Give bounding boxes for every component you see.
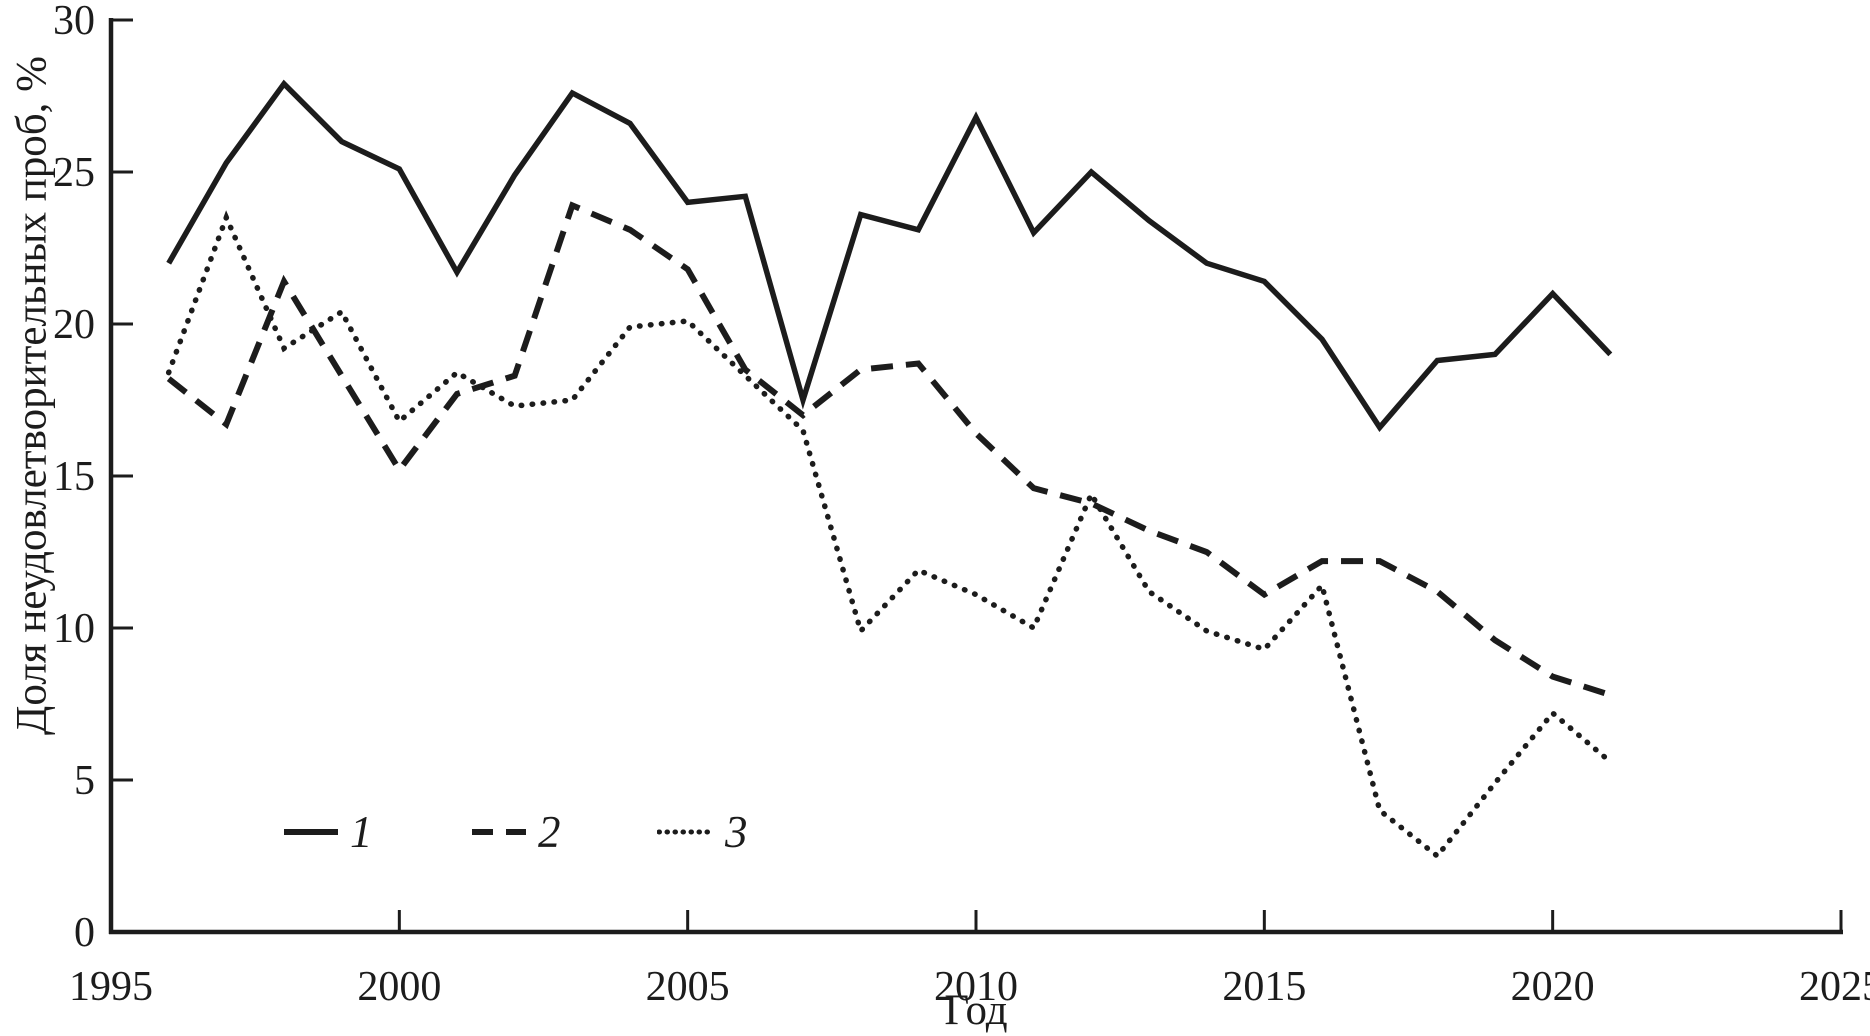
legend-label-series-1: 1 [350, 807, 373, 857]
y-tick-label: 30 [53, 0, 95, 44]
legend-item-series-2: 2 [470, 806, 561, 858]
y-tick-label: 5 [74, 758, 95, 804]
x-tick-label: 2010 [934, 964, 1018, 1010]
series-line-2 [166, 201, 1612, 698]
y-tick-label: 10 [53, 606, 95, 652]
x-tick-label: 2005 [646, 964, 730, 1010]
x-tick-label: 1995 [69, 964, 153, 1010]
series-line-1 [166, 79, 1613, 432]
legend: 1 2 3 [0, 806, 900, 858]
legend-label-series-2: 2 [538, 807, 561, 857]
legend-item-series-3: 3 [657, 806, 748, 858]
solid-line-icon [284, 829, 338, 835]
dashed-line-icon [472, 829, 526, 835]
legend-item-series-1: 1 [282, 806, 373, 858]
y-tick-label: 15 [53, 454, 95, 500]
x-tick-label: 2020 [1511, 964, 1595, 1010]
x-tick-label: 2015 [1222, 964, 1306, 1010]
y-axis-title: Доля неудовлетворительных проб, % [8, 56, 56, 735]
y-tick-label: 20 [53, 302, 95, 348]
series-line-3 [165, 210, 1614, 860]
legend-label-series-3: 3 [725, 807, 748, 857]
y-tick-label: 25 [53, 150, 95, 196]
y-tick-label: 0 [74, 910, 95, 956]
x-tick-label: 2000 [357, 964, 441, 1010]
x-axis-title: Год [944, 987, 1008, 1034]
dotted-line-icon [657, 829, 715, 835]
